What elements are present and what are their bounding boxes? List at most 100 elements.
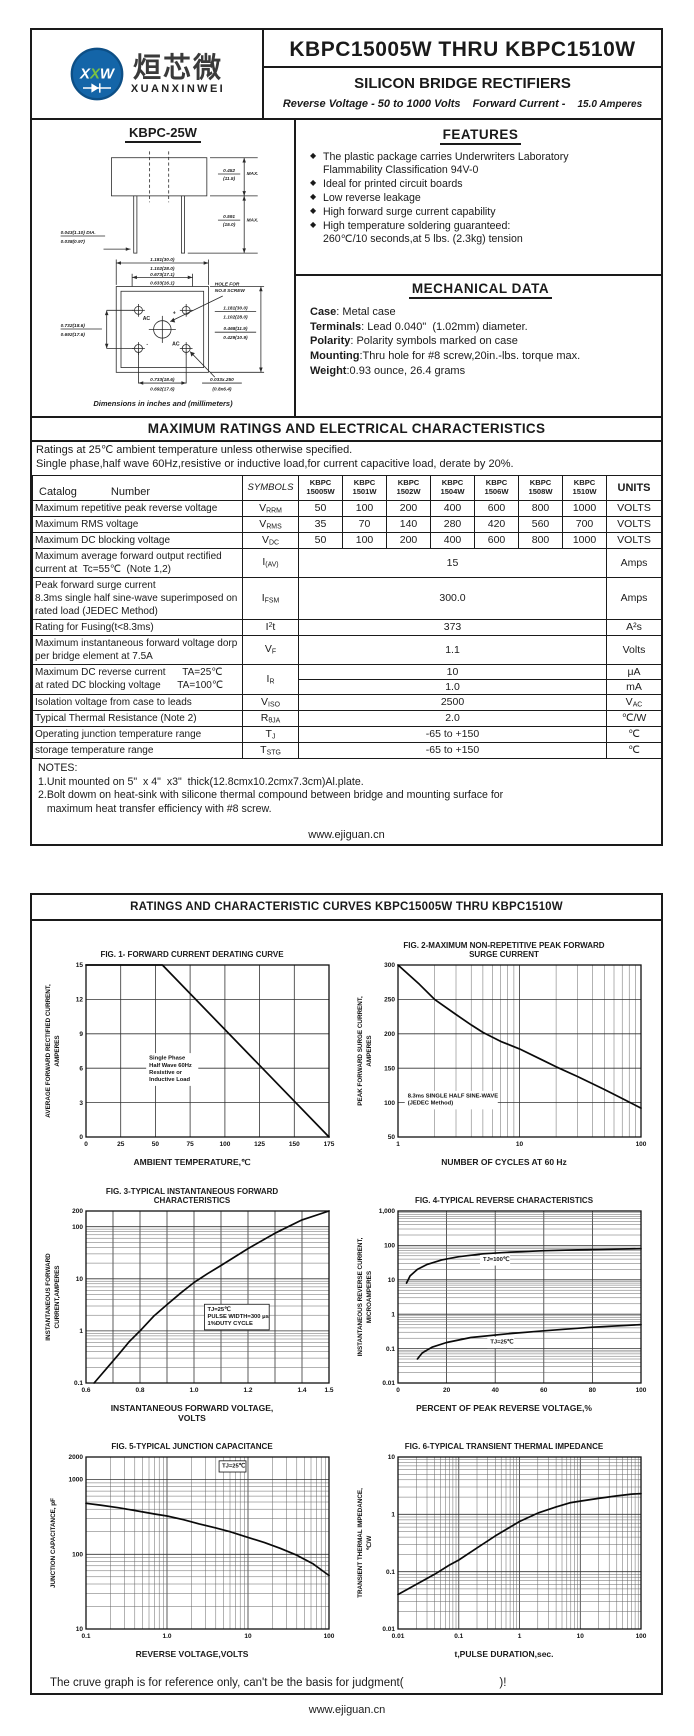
ratings-condition-1: Ratings at 25℃ ambient temperature unles… xyxy=(36,444,353,456)
unit-cell: A²s xyxy=(606,618,662,636)
svg-text:100: 100 xyxy=(72,1224,83,1231)
svg-text:0.429(10.9): 0.429(10.9) xyxy=(223,335,248,341)
svg-text:25: 25 xyxy=(117,1141,125,1148)
value-cell: 400 xyxy=(430,531,475,549)
tagline-forward-current: Forward Current - xyxy=(472,98,566,110)
param-cell: Peak forward surge current 8.3ms single h… xyxy=(32,576,243,620)
ratings-table: Catalog Number SYMBOLS KBPC 15005W KBPC 1501W K… xyxy=(32,474,662,759)
table-row: Isolation voltage from case to leads VISO… xyxy=(32,693,662,711)
website-link[interactable]: www.ejiguan.cn xyxy=(308,829,385,841)
param-cell: Operating junction temperature range xyxy=(32,725,243,743)
ratings-conditions: Ratings at 25℃ ambient temperature unles… xyxy=(32,442,661,475)
svg-text:1.181(30.0): 1.181(30.0) xyxy=(223,306,248,312)
svg-text:Inductive Load: Inductive Load xyxy=(149,1077,190,1083)
tagline-reverse-voltage: Reverse Voltage - 50 to 1000 Volts xyxy=(282,98,461,110)
unit-cell: VAC xyxy=(606,693,662,711)
svg-text:CURRENT,AMPERES: CURRENT,AMPERES xyxy=(54,1266,61,1329)
feature-item: ◆ The plastic package carries Underwriter… xyxy=(310,151,569,176)
svg-text:0.692(17.6): 0.692(17.6) xyxy=(150,387,175,393)
svg-text:INSTANTANEOUS FORWARD: INSTANTANEOUS FORWARD xyxy=(45,1253,52,1341)
svg-text:℃/W: ℃/W xyxy=(366,1536,373,1551)
col-header-part-1504W: KBPC 1504W xyxy=(430,474,475,501)
table-row: Maximum instantaneous forward voltage do… xyxy=(32,634,662,665)
svg-text:50: 50 xyxy=(388,1134,396,1141)
table-row: Maximum repetitive peak reverse voltage V… xyxy=(32,499,662,517)
param-cell: Isolation voltage from case to leads xyxy=(32,693,243,711)
svg-text:80: 80 xyxy=(589,1387,597,1394)
table-row: Peak forward surge current 8.3ms single h… xyxy=(32,576,662,620)
chart-title: FIG. 6-TYPICAL TRANSIENT THERMAL IMPEDAN… xyxy=(404,1441,604,1451)
svg-text:Resistive or: Resistive or xyxy=(149,1070,183,1076)
value-cell: -65 to +150 xyxy=(298,741,607,759)
series-surge xyxy=(397,964,642,1109)
feature-item: ◆ Ideal for printed circuit boards xyxy=(310,177,463,190)
unit-cell: Amps xyxy=(606,576,662,620)
svg-text:-: - xyxy=(146,341,148,347)
svg-text:0.038(0.97): 0.038(0.97) xyxy=(60,239,85,245)
value-cell: 400 xyxy=(430,499,475,517)
features-list: ◆ The plastic package carries Underwriter… xyxy=(310,151,651,245)
svg-text:AC: AC xyxy=(143,316,151,322)
series-vf xyxy=(93,1210,330,1384)
note-line: 1.Unit mounted on 5" x 4" x3" thick(12.8… xyxy=(38,775,364,788)
svg-text:MAX.: MAX. xyxy=(246,171,258,177)
svg-text:2000: 2000 xyxy=(69,1454,84,1461)
svg-text:1: 1 xyxy=(518,1633,522,1640)
chart-fig2-peak-forward-surge: FIG. 2-MAXIMUM NON-REPETITIVE PEAK FORWA… xyxy=(350,939,658,1177)
svg-text:TJ=25℃: TJ=25℃ xyxy=(222,1462,246,1469)
table-row: Operating junction temperature range TJ -6… xyxy=(32,725,662,743)
svg-text:NO.8 SCREW: NO.8 SCREW xyxy=(215,288,246,294)
param-cell: Typical Thermal Resistance (Note 2) xyxy=(32,709,243,727)
svg-text:175: 175 xyxy=(324,1141,335,1148)
svg-text:15: 15 xyxy=(76,962,84,969)
datasheet-page-1: XXW 烜芯微 XUANXINWEI KBPC15005W THRU KBPC1… xyxy=(30,28,663,846)
chart-svg: 0.1 1.0 10 100 10 100 1000 2000 JUNCTION CAPACIT… xyxy=(50,1454,335,1640)
mech-row: Case: Metal case xyxy=(310,306,396,318)
col-header-part-1510W: KBPC 1510W xyxy=(562,474,607,501)
note-line: maximum heat transfer efficiency with #8… xyxy=(38,803,272,816)
symbol-cell: IFSM xyxy=(242,576,299,620)
svg-text:8.3ms SINGLE HALF SINE-WAVE: 8.3ms SINGLE HALF SINE-WAVE xyxy=(408,1093,499,1099)
symbol-cell: I2t xyxy=(242,618,299,636)
bullet-icon: ◆ xyxy=(310,177,317,187)
package-name: KBPC-25W xyxy=(125,125,201,143)
param-cell: Maximum repetitive peak reverse voltage xyxy=(32,499,243,517)
series-derating xyxy=(85,964,330,1138)
symbol-cell: VRRM xyxy=(242,499,299,517)
chart-title: FIG. 4-TYPICAL REVERSE CHARACTERISTICS xyxy=(414,1195,594,1205)
svg-text:3: 3 xyxy=(79,1100,83,1107)
unit-cell: ℃ xyxy=(606,741,662,759)
diode-icon xyxy=(91,83,99,93)
mech-row: Mounting:Thru hole for #8 screw,20in.-lb… xyxy=(310,350,581,363)
chart-svg: 0.6 0.8 1.0 1.2 1.4 1.5 0.1 1 10 100 200 INSTANTANE… xyxy=(45,1208,334,1394)
logo: XXW 烜芯微 XUANXINWEI xyxy=(32,30,264,118)
svg-text:10: 10 xyxy=(76,1626,84,1633)
mechanical-heading: MECHANICAL DATA xyxy=(408,281,553,299)
features-heading: FEATURES xyxy=(439,127,522,145)
package-outline-drawing: 0.452 (11.5) MAX. 0.591 (15.0) MAX. 0.04… xyxy=(60,151,264,393)
brand-english: XUANXINWEI xyxy=(130,83,226,96)
col-header-units: UNITS xyxy=(606,474,662,501)
value-cell: 200 xyxy=(386,499,431,517)
value-cell: 700 xyxy=(562,515,607,533)
value-cell: 1000 xyxy=(562,531,607,549)
table-row: Maximum DC blocking voltage VDC 50 100 200 40… xyxy=(32,531,662,549)
value-cell: 10 xyxy=(298,663,607,680)
svg-text:1.4: 1.4 xyxy=(297,1387,306,1394)
brand-text: 烜芯微 XUANXINWEI xyxy=(130,52,226,96)
website-link[interactable]: www.ejiguan.cn xyxy=(308,1704,386,1716)
symbol-cell: VRMS xyxy=(242,515,299,533)
notes-section: NOTES: 1.Unit mounted on 5" x 4" x3" thic… xyxy=(32,759,661,820)
svg-text:Single Phase: Single Phase xyxy=(149,1056,186,1062)
chart-fig4-reverse-characteristics: FIG. 4-TYPICAL REVERSE CHARACTERISTICS 0 2… xyxy=(350,1185,658,1423)
symbol-cell: VISO xyxy=(242,693,299,711)
doc-subtitle: SILICON BRIDGE RECTIFIERS xyxy=(354,75,571,92)
svg-text:1.2: 1.2 xyxy=(243,1387,252,1394)
col-header-part-1501W: KBPC 1501W xyxy=(342,474,387,501)
svg-text:1,000: 1,000 xyxy=(379,1208,396,1215)
features-section: FEATURES ◆ The plastic package carries Un… xyxy=(296,120,661,276)
col-header-part-15005W: KBPC 15005W xyxy=(298,474,343,501)
svg-text:1.5: 1.5 xyxy=(324,1387,333,1394)
svg-text:0: 0 xyxy=(79,1134,83,1141)
svg-text:0.452: 0.452 xyxy=(223,168,235,174)
